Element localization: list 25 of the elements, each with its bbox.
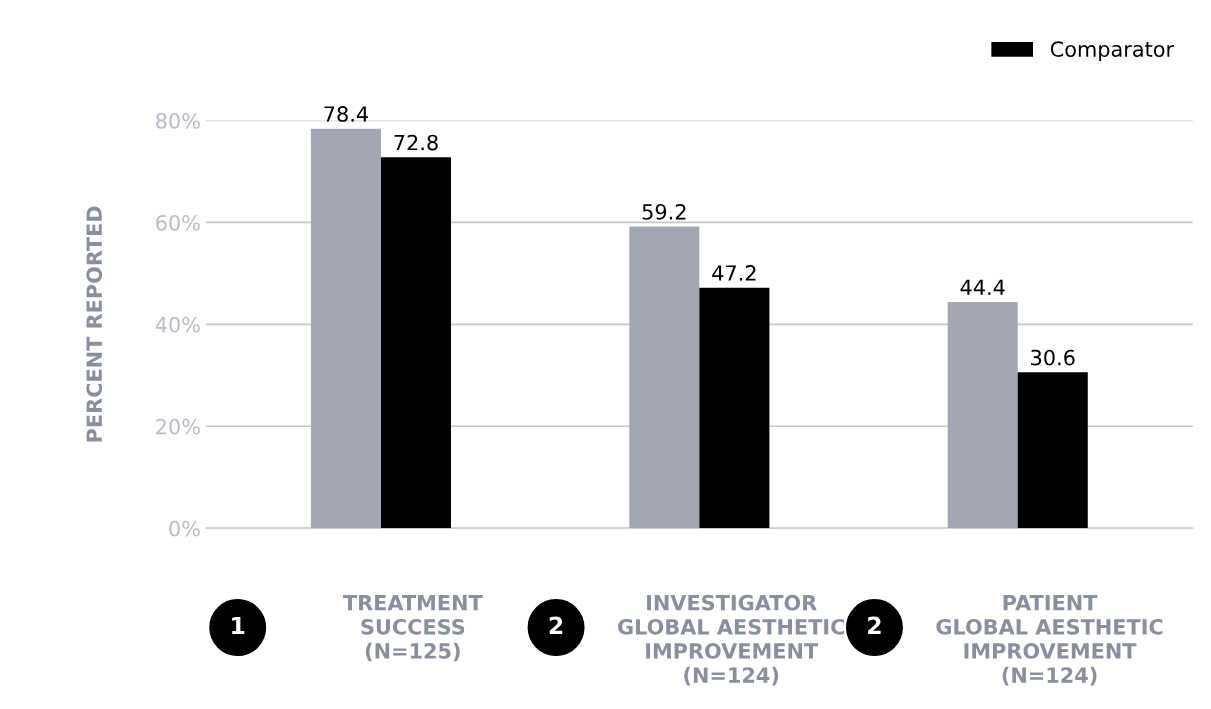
y-tick-label: 0%	[169, 520, 200, 537]
bar	[947, 301, 1018, 529]
text: 2	[549, 616, 563, 635]
bar	[310, 128, 381, 529]
bar	[699, 287, 770, 529]
text: 2	[868, 616, 881, 635]
data-label: 44.4	[960, 279, 1005, 295]
bar	[629, 226, 700, 529]
x-tick-label: PATIENT GLOBAL AESTHETIC IMPROVEMENT (N=124)	[936, 595, 1163, 686]
data-label: 78.4	[324, 106, 368, 122]
y-tick-label: 80%	[156, 112, 200, 129]
bar	[1017, 372, 1088, 529]
x-tick-label: INVESTIGATOR GLOBAL AESTHETIC IMPROVEMENT (N=124)	[618, 594, 845, 686]
bar	[380, 157, 452, 529]
data-label: 72.8	[394, 134, 438, 151]
y-tick-label: 60%	[156, 214, 200, 231]
y-axis-title: PERCENT REPORTED	[86, 206, 103, 442]
text: 1	[232, 616, 245, 635]
data-label: 30.6	[1031, 349, 1075, 366]
y-tick-label: 40%	[155, 316, 200, 333]
y-tick-label: 20%	[156, 418, 200, 435]
data-label: 59.2	[642, 203, 686, 220]
x-tick-label: TREATMENT SUCCESS (N=125)	[343, 595, 483, 662]
legend-label: Comparator	[1050, 41, 1175, 62]
data-label: 47.2	[712, 265, 756, 281]
